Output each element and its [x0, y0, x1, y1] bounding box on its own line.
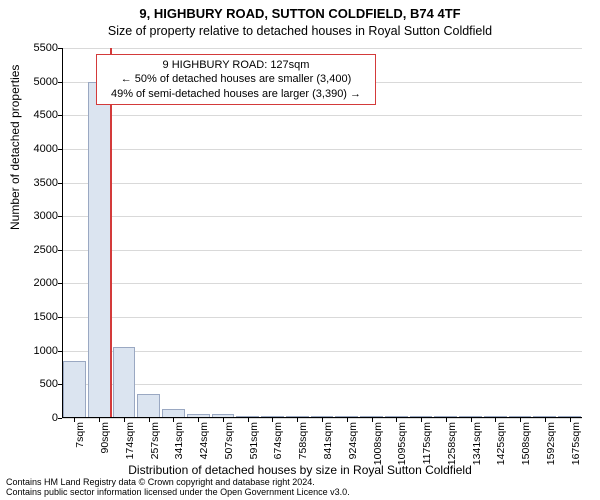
grid-line — [62, 283, 582, 284]
bar — [63, 361, 86, 418]
x-tick-label: 1592sqm — [545, 422, 557, 482]
y-tick-label: 1000 — [18, 345, 58, 357]
x-tick-mark — [272, 418, 273, 422]
y-tick-label: 1500 — [18, 311, 58, 323]
annotation-box: 9 HIGHBURY ROAD: 127sqm ← 50% of detache… — [96, 54, 376, 105]
grid-line — [62, 250, 582, 251]
x-tick-mark — [99, 418, 100, 422]
x-tick-mark — [173, 418, 174, 422]
grid-line — [62, 351, 582, 352]
footer-line2: Contains public sector information licen… — [6, 488, 350, 498]
bar — [137, 394, 160, 418]
y-tick-mark — [58, 82, 62, 83]
x-tick-mark — [570, 418, 571, 422]
y-tick-mark — [58, 216, 62, 217]
x-tick-label: 591sqm — [248, 422, 260, 482]
x-tick-label: 1095sqm — [396, 422, 408, 482]
x-tick-label: 758sqm — [297, 422, 309, 482]
x-tick-label: 674sqm — [272, 422, 284, 482]
x-tick-label: 341sqm — [173, 422, 185, 482]
x-tick-mark — [124, 418, 125, 422]
y-tick-label: 2000 — [18, 277, 58, 289]
grid-line — [62, 115, 582, 116]
y-tick-mark — [58, 250, 62, 251]
y-tick-label: 4000 — [18, 143, 58, 155]
x-tick-mark — [149, 418, 150, 422]
y-tick-mark — [58, 317, 62, 318]
x-tick-mark — [198, 418, 199, 422]
grid-line — [62, 48, 582, 49]
y-tick-mark — [58, 183, 62, 184]
x-tick-mark — [297, 418, 298, 422]
bar — [113, 347, 136, 418]
y-tick-label: 5000 — [18, 76, 58, 88]
x-tick-mark — [74, 418, 75, 422]
y-tick-mark — [58, 149, 62, 150]
annotation-line2: ← 50% of detached houses are smaller (3,… — [103, 72, 369, 86]
x-tick-mark — [396, 418, 397, 422]
bar — [88, 82, 111, 418]
title-line1: 9, HIGHBURY ROAD, SUTTON COLDFIELD, B74 … — [0, 6, 600, 21]
x-tick-mark — [471, 418, 472, 422]
y-tick-label: 2500 — [18, 244, 58, 256]
x-tick-label: 257sqm — [149, 422, 161, 482]
x-tick-label: 1008sqm — [372, 422, 384, 482]
y-tick-label: 3000 — [18, 210, 58, 222]
y-tick-mark — [58, 351, 62, 352]
x-tick-label: 1425sqm — [495, 422, 507, 482]
x-tick-mark — [223, 418, 224, 422]
x-tick-label: 1675sqm — [570, 422, 582, 482]
x-tick-mark — [372, 418, 373, 422]
grid-line — [62, 149, 582, 150]
x-tick-label: 424sqm — [198, 422, 210, 482]
x-tick-label: 1341sqm — [471, 422, 483, 482]
y-tick-label: 4500 — [18, 109, 58, 121]
y-tick-mark — [58, 115, 62, 116]
x-tick-mark — [520, 418, 521, 422]
grid-line — [62, 183, 582, 184]
x-tick-mark — [248, 418, 249, 422]
x-tick-label: 1175sqm — [421, 422, 433, 482]
x-tick-label: 90sqm — [99, 422, 111, 482]
x-tick-mark — [421, 418, 422, 422]
x-tick-mark — [446, 418, 447, 422]
y-tick-label: 500 — [18, 378, 58, 390]
y-tick-label: 5500 — [18, 42, 58, 54]
y-tick-mark — [58, 418, 62, 419]
grid-line — [62, 216, 582, 217]
chart-container: 9, HIGHBURY ROAD, SUTTON COLDFIELD, B74 … — [0, 0, 600, 500]
grid-line — [62, 384, 582, 385]
grid-line — [62, 317, 582, 318]
x-tick-label: 174sqm — [124, 422, 136, 482]
annotation-line1: 9 HIGHBURY ROAD: 127sqm — [103, 58, 369, 72]
x-tick-label: 507sqm — [223, 422, 235, 482]
annotation-line3: 49% of semi-detached houses are larger (… — [103, 87, 369, 101]
x-tick-mark — [322, 418, 323, 422]
y-tick-label: 3500 — [18, 177, 58, 189]
y-tick-mark — [58, 384, 62, 385]
x-tick-label: 1508sqm — [520, 422, 532, 482]
x-tick-label: 1258sqm — [446, 422, 458, 482]
x-tick-mark — [495, 418, 496, 422]
y-tick-mark — [58, 283, 62, 284]
y-tick-mark — [58, 48, 62, 49]
x-tick-mark — [545, 418, 546, 422]
x-tick-mark — [347, 418, 348, 422]
title-line2: Size of property relative to detached ho… — [0, 24, 600, 38]
x-tick-label: 924sqm — [347, 422, 359, 482]
x-tick-label: 841sqm — [322, 422, 334, 482]
y-tick-label: 0 — [18, 412, 58, 424]
axis-left — [62, 48, 63, 418]
x-tick-label: 7sqm — [74, 422, 86, 482]
